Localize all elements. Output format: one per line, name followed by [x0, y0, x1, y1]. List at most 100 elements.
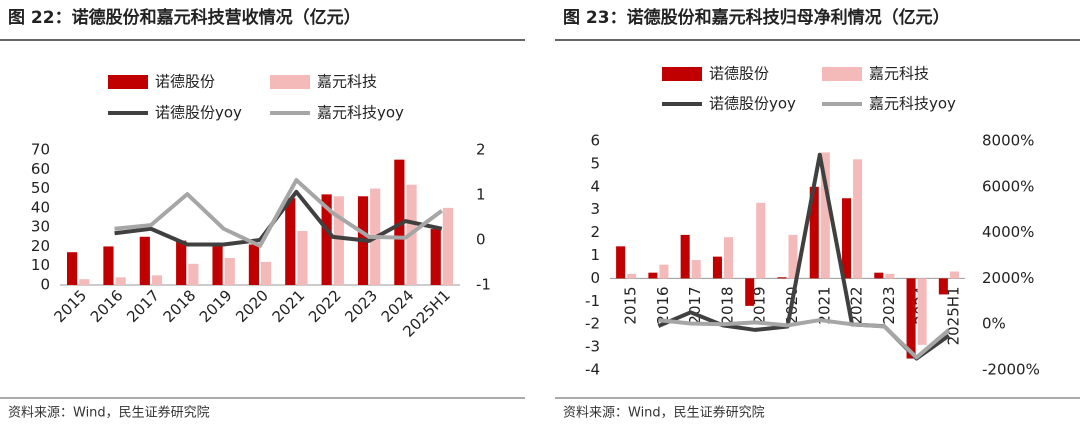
x-tick-label: 2021	[815, 286, 833, 324]
bar	[756, 202, 766, 279]
y2-tick-label: 8000%	[982, 132, 1034, 150]
x-tick-label: 2021	[269, 286, 309, 326]
y2-tick-label: 0%	[982, 315, 1006, 333]
y-tick-label: 1	[590, 246, 600, 264]
x-tick-label: 2019	[196, 286, 236, 326]
y-tick-label: 50	[31, 179, 50, 197]
bar	[333, 196, 344, 285]
x-tick-label: 2018	[160, 286, 200, 326]
bar	[820, 152, 830, 279]
legend-swatch	[270, 75, 310, 89]
x-tick-label: 2017	[123, 286, 163, 326]
y-tick-label: 60	[31, 160, 50, 178]
x-tick-label: 2023	[341, 286, 381, 326]
source: 资料来源：Wind，民生证券研究院	[8, 405, 210, 421]
y-tick-label: 3	[590, 200, 600, 218]
bar	[248, 244, 259, 285]
bar	[885, 273, 895, 279]
y-tick-label: 40	[31, 198, 50, 216]
y2-tick-label: 0	[476, 231, 486, 249]
line	[658, 318, 951, 360]
bar	[261, 261, 272, 285]
x-tick-label: 2020	[232, 286, 272, 326]
y-tick-label: -2	[585, 315, 600, 333]
bar	[616, 246, 626, 279]
y-tick-label: 5	[590, 154, 600, 172]
legend-label: 嘉元科技yoy	[317, 104, 404, 122]
bar	[442, 207, 453, 285]
bar	[321, 194, 332, 285]
legend-label: 诺德股份yoy	[155, 104, 242, 122]
x-tick-label: 2022	[305, 286, 345, 326]
x-tick-label: 2023	[880, 286, 898, 324]
legend-swatch	[662, 67, 702, 81]
bar	[67, 252, 78, 285]
legend-swatch	[822, 67, 862, 81]
x-tick-label: 2016	[654, 286, 672, 324]
bar	[648, 272, 658, 279]
y2-tick-label: 1	[476, 186, 486, 204]
y-tick-label: 10	[31, 256, 50, 274]
y-tick-label: 30	[31, 218, 50, 236]
bar	[938, 278, 948, 295]
bar	[430, 229, 441, 285]
y2-tick-label: 6000%	[982, 177, 1034, 195]
bar	[809, 186, 819, 279]
y-tick-label: -4	[585, 361, 600, 379]
y-tick-label: 0	[590, 269, 600, 287]
y2-tick-label: 4000%	[982, 223, 1034, 241]
bar	[627, 273, 637, 279]
y2-tick-label: -1	[476, 276, 491, 294]
legend-label: 嘉元科技	[869, 65, 929, 83]
x-tick-label: 2015	[50, 286, 90, 326]
y2-tick-label: 2	[476, 141, 486, 159]
chart-title: 图 22：诺德股份和嘉元科技营收情况（亿元）	[8, 7, 361, 28]
legend-label: 诺德股份yoy	[709, 95, 796, 113]
bar	[212, 244, 223, 285]
bar	[853, 159, 863, 279]
y-tick-label: 2	[590, 223, 600, 241]
bar	[297, 231, 308, 285]
legend-swatch	[108, 75, 148, 89]
y2-tick-label: -2000%	[982, 361, 1040, 379]
bar	[723, 237, 733, 279]
legend-label: 诺德股份	[155, 73, 215, 91]
bar	[139, 236, 150, 285]
x-tick-label: 2018	[718, 286, 736, 324]
bar	[842, 198, 852, 279]
bar	[151, 275, 163, 285]
line	[657, 152, 951, 361]
y-tick-label: 6	[590, 132, 600, 150]
y-tick-label: -3	[585, 338, 600, 356]
bar	[680, 234, 690, 279]
bar	[906, 278, 916, 359]
bar	[777, 277, 787, 279]
y-tick-label: 70	[31, 141, 50, 159]
chart-title: 图 23：诺德股份和嘉元科技归母净利情况（亿元）	[563, 7, 950, 28]
bar	[285, 198, 296, 285]
x-tick-label: 2015	[622, 286, 640, 324]
legend-label: 诺德股份	[709, 65, 769, 83]
y-tick-label: -1	[585, 292, 600, 310]
bar	[115, 277, 126, 285]
y2-tick-label: 2000%	[982, 269, 1034, 287]
bar	[103, 246, 114, 285]
source: 资料来源：Wind，民生证券研究院	[563, 405, 765, 421]
bar	[949, 271, 959, 279]
line	[114, 178, 444, 248]
bar	[917, 278, 927, 345]
bar	[79, 279, 90, 285]
legend-label: 嘉元科技yoy	[869, 95, 956, 113]
x-tick-label: 2019	[751, 286, 769, 324]
bar	[691, 260, 701, 279]
y-tick-label: 20	[31, 237, 50, 255]
bar	[788, 234, 798, 279]
x-tick-label: 2017	[686, 286, 704, 324]
bar	[659, 264, 669, 279]
bar	[188, 263, 199, 285]
x-tick-label: 2016	[87, 286, 127, 326]
bar	[176, 240, 187, 285]
bar	[224, 258, 235, 285]
bar	[745, 278, 755, 306]
